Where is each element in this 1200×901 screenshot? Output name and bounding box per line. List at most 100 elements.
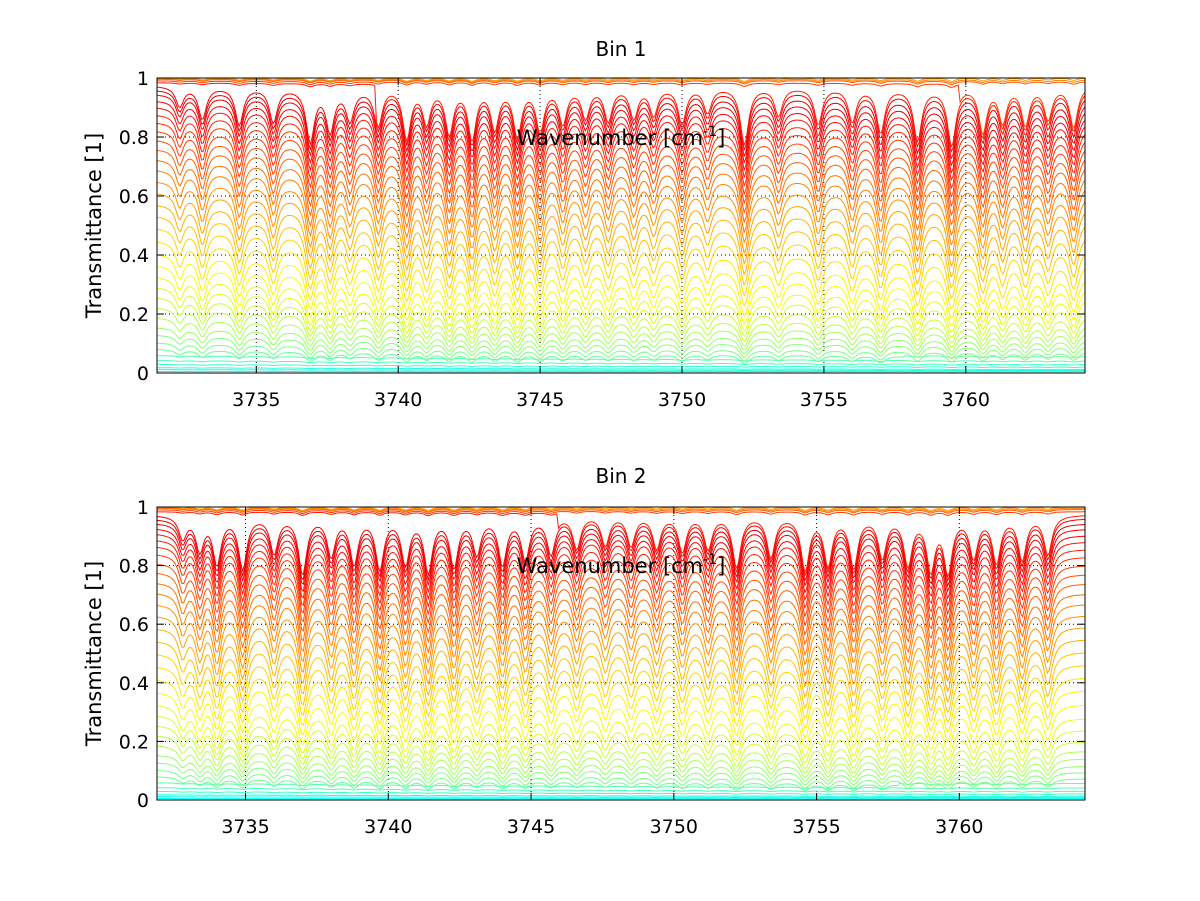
- transmittance-series-line: [156, 160, 1086, 237]
- transmittance-series-line: [156, 335, 1086, 359]
- transmittance-series-line: [156, 131, 1086, 208]
- y-axis-label: Transmittance [1]: [82, 133, 106, 319]
- x-tick-label: 3745: [516, 389, 564, 411]
- transmittance-series-line: [156, 122, 1086, 199]
- x-tick-label: 3760: [935, 816, 983, 838]
- transmittance-series-line: [156, 327, 1086, 356]
- transmittance-series-line: [156, 519, 1086, 588]
- transmittance-series-line: [156, 90, 1086, 160]
- transmittance-series-line: [156, 307, 1086, 348]
- transmittance-series-line: [156, 715, 1086, 766]
- chart-panel-bin-2: 3735 3740 3745 3750 3755 3760 0 0.2 0.4 0.6 0.8 1 B…: [82, 464, 1086, 838]
- axis-ticks: 3735 3740 3745 3750 3755 3760 0 0.2 0.4 0.6 0.8 1: [119, 68, 1085, 411]
- transmittance-series-line: [156, 523, 1086, 593]
- transmittance-series-line: [156, 78, 1086, 86]
- transmittance-series-line: [156, 641, 1086, 714]
- transmittance-series-line: [156, 228, 1086, 300]
- transmittance-series-line: [156, 277, 1086, 334]
- transmittance-series-line: [156, 583, 1086, 662]
- transmittance-series-line: [156, 149, 1086, 226]
- transmittance-series-line: [156, 705, 1086, 760]
- transmittance-series-line: [156, 755, 1086, 784]
- y-tick-label: 0.6: [119, 614, 149, 636]
- y-tick-label: 1: [137, 497, 149, 519]
- x-axis-label: Wavenumber [cm-1]: [517, 552, 726, 578]
- x-axis-label-superscript: -1: [703, 552, 717, 568]
- transmittance-series-line: [156, 369, 1086, 372]
- x-tick-label: 3755: [792, 816, 840, 838]
- transmittance-series-line: [156, 265, 1086, 327]
- x-axis-label-end: ]: [717, 126, 725, 150]
- x-axis-label-superscript: -1: [703, 124, 717, 140]
- grid-lines: [157, 78, 1085, 373]
- y-tick-label: 0.6: [119, 186, 149, 208]
- y-tick-label: 0.2: [119, 731, 149, 753]
- transmittance-series-line: [156, 776, 1086, 792]
- transmittance-series-line: [156, 107, 1086, 182]
- transmittance-series-line: [156, 78, 1086, 84]
- transmittance-series-line: [156, 762, 1086, 787]
- transmittance-series-line: [156, 170, 1086, 246]
- transmittance-series-line: [156, 367, 1086, 371]
- x-tick-label: 3760: [942, 389, 990, 411]
- transmittance-series-line: [156, 554, 1086, 633]
- y-tick-label: 0.2: [119, 304, 149, 326]
- transmittance-series-line: [156, 692, 1086, 752]
- x-tick-label: 3735: [232, 389, 280, 411]
- transmittance-series-line: [156, 667, 1086, 734]
- x-axis-label: Wavenumber [cm-1]: [517, 124, 726, 150]
- transmittance-series-line: [156, 82, 1086, 149]
- transmittance-series-line: [156, 241, 1086, 310]
- transmittance-series-line: [156, 360, 1086, 366]
- x-tick-label: 3735: [221, 816, 269, 838]
- transmittance-series-line: [156, 735, 1086, 776]
- transmittance-series-line: [156, 787, 1085, 793]
- transmittance-series-line: [156, 86, 1086, 154]
- transmittance-series-line: [156, 509, 1085, 516]
- transmittance-series-line: [156, 317, 1086, 352]
- transmittance-series-line: [157, 796, 1085, 799]
- transmittance-series-line: [156, 605, 1086, 683]
- transmittance-series-line: [156, 725, 1086, 772]
- transmittance-series-line: [156, 515, 1086, 583]
- transmittance-series-line: [156, 363, 1086, 369]
- x-tick-label: 3750: [650, 816, 698, 838]
- transmittance-series-line: [156, 628, 1086, 704]
- chart-title: Bin 2: [595, 464, 646, 488]
- x-axis-label-text: Wavenumber [cm: [517, 554, 703, 578]
- transmittance-series-line: [156, 287, 1086, 339]
- x-tick-label: 3750: [658, 389, 706, 411]
- x-tick-label: 3740: [364, 816, 412, 838]
- y-tick-label: 0: [137, 363, 149, 385]
- y-tick-label: 0.4: [119, 245, 149, 267]
- transmittance-series-line: [156, 115, 1086, 190]
- y-tick-label: 0: [137, 790, 149, 812]
- transmittance-series-line: [156, 80, 1086, 137]
- transmittance-series-line: [156, 140, 1086, 217]
- transmittance-series-line: [156, 546, 1086, 624]
- chart-title: Bin 1: [595, 37, 646, 61]
- plot-frame: [156, 506, 1086, 801]
- transmittance-series-line: [156, 77, 1086, 82]
- transmittance-series-line: [156, 216, 1086, 289]
- transmittance-series-line: [156, 572, 1086, 652]
- y-axis-label: Transmittance [1]: [82, 561, 106, 747]
- transmittance-curves: [156, 77, 1086, 373]
- transmittance-series-line: [156, 101, 1086, 175]
- transmittance-series-line: [156, 205, 1086, 278]
- y-tick-label: 0.8: [119, 127, 149, 149]
- x-tick-label: 3740: [374, 389, 422, 411]
- transmittance-series-line: [156, 654, 1086, 724]
- y-tick-label: 0.4: [119, 673, 149, 695]
- transmittance-curves: [156, 506, 1086, 800]
- transmittance-series-line: [156, 94, 1086, 167]
- transmittance-series-line: [156, 182, 1086, 257]
- y-tick-label: 0.8: [119, 556, 149, 578]
- transmittance-series-line: [156, 534, 1086, 608]
- transmittance-series-line: [156, 349, 1086, 365]
- transmittance-series-line: [156, 679, 1086, 743]
- transmittance-series-line: [156, 770, 1086, 790]
- transmittance-series-line: [156, 507, 1085, 514]
- y-tick-label: 1: [137, 68, 149, 90]
